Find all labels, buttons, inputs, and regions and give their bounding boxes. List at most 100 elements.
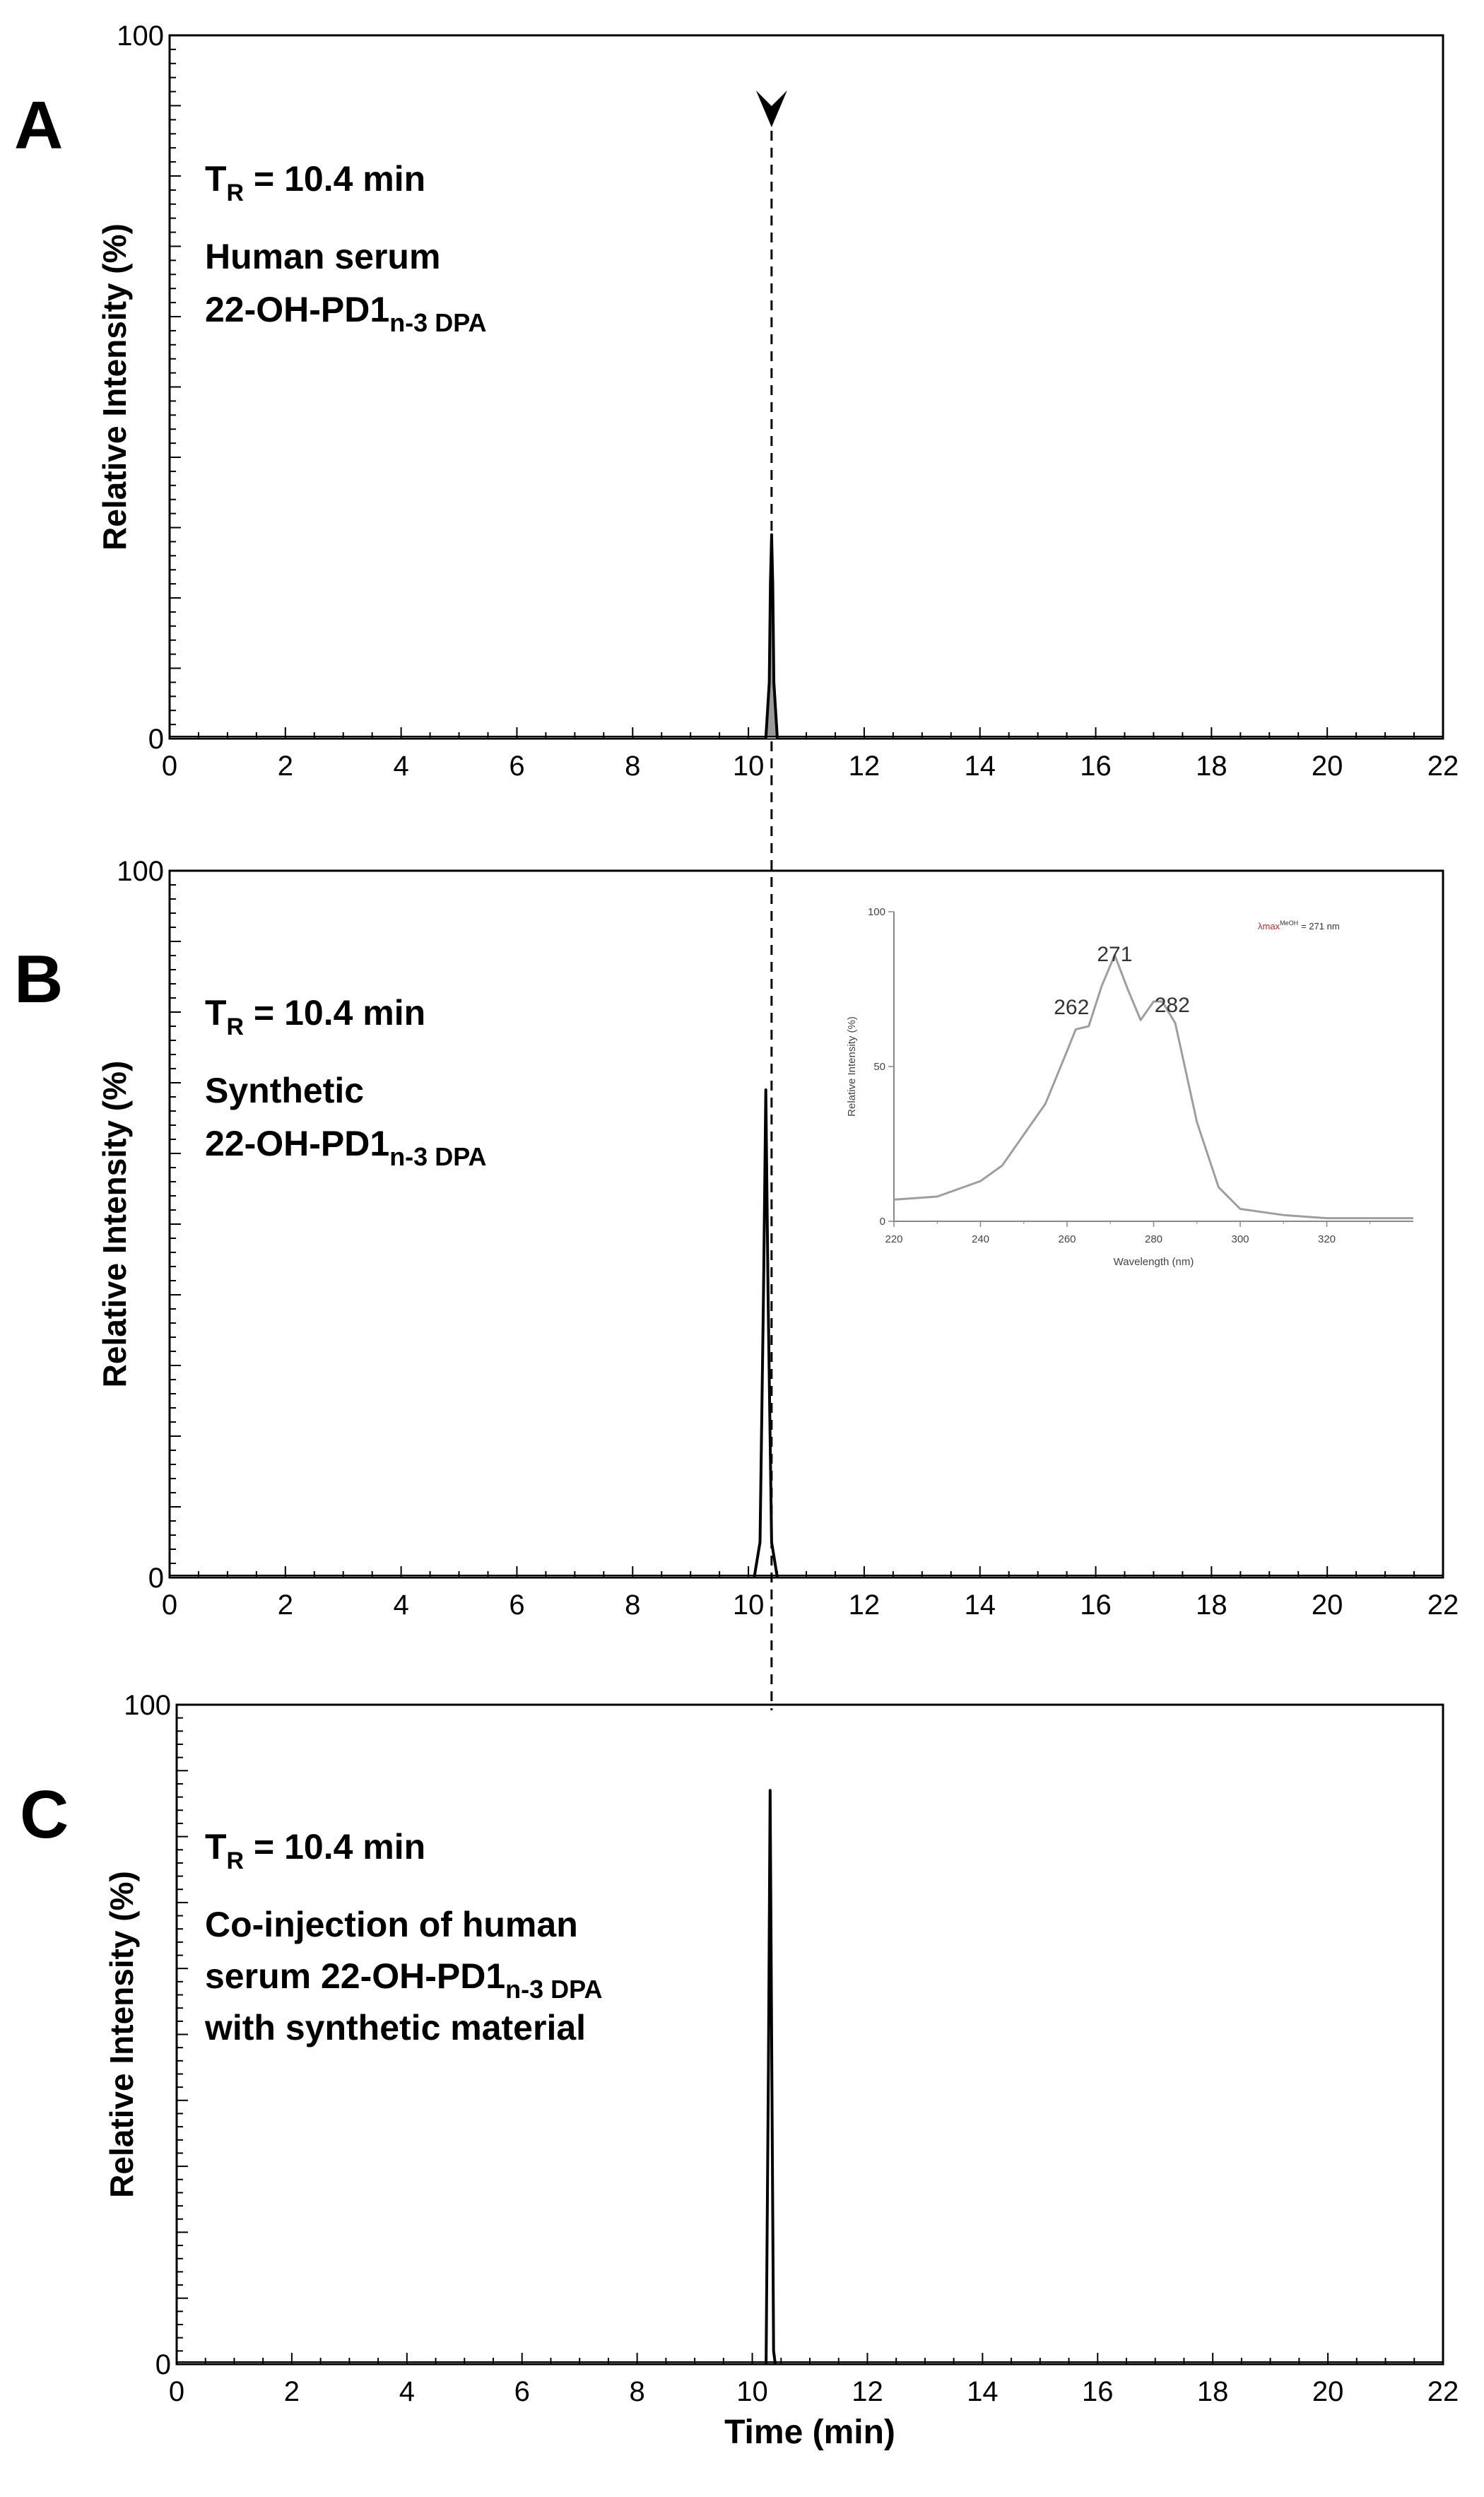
x-tick-label: 12 — [849, 751, 881, 782]
retention-time-label: TR = 10.4 min — [205, 1827, 425, 1874]
sample-subscript: n-3 DPA — [389, 308, 486, 337]
lambda-max-solvent: MeOH — [1280, 920, 1298, 927]
x-tick-label: 8 — [630, 2376, 645, 2407]
sample-description-line: 22-OH-PD1n-3 DPA — [205, 1124, 487, 1171]
uv-peak-label: 271 — [1097, 943, 1132, 966]
x-tick-label: 12 — [849, 1590, 881, 1621]
retention-time-value: = 10.4 min — [244, 993, 425, 1033]
x-tick-label: 16 — [1080, 751, 1112, 782]
chromatogram-peak — [765, 1789, 777, 2365]
y-tick-label: 100 — [117, 20, 164, 52]
sample-text: 22-OH-PD1 — [205, 1124, 389, 1163]
sample-subscript: n-3 DPA — [389, 1142, 486, 1171]
x-tick-label: 10 — [733, 751, 765, 782]
panel-letter: B — [14, 941, 63, 1017]
y-axis-label: Relative Intensity (%) — [103, 1871, 140, 2198]
uv-spectrum-curve — [893, 953, 1413, 1220]
x-tick-label: 18 — [1196, 1590, 1227, 1621]
y-tick-label: 100 — [124, 1690, 171, 1721]
chromatogram-peak — [764, 533, 779, 739]
retention-time-label: TR = 10.4 min — [205, 159, 425, 206]
inset-x-tick-label: 220 — [885, 1233, 902, 1245]
retention-time-subscript: R — [227, 1014, 245, 1040]
x-tick-label: 10 — [736, 2376, 768, 2407]
sample-subscript: n-3 DPA — [505, 1975, 602, 2004]
sample-text: Synthetic — [205, 1071, 364, 1110]
x-tick-label: 14 — [967, 2376, 999, 2407]
sample-description-line: Co-injection of human — [205, 1905, 578, 1944]
sample-text: with synthetic material — [204, 2008, 586, 2047]
sample-text: serum 22-OH-PD1 — [205, 1956, 505, 1996]
x-tick-label: 22 — [1427, 2376, 1459, 2407]
y-tick-label: 0 — [148, 1563, 164, 1594]
x-tick-label: 8 — [625, 751, 640, 782]
y-axis-label: Relative Intensity (%) — [96, 223, 133, 551]
y-tick-label: 0 — [155, 2349, 171, 2380]
x-tick-label: 18 — [1197, 2376, 1229, 2407]
sample-description-line: with synthetic material — [204, 2008, 586, 2047]
x-tick-label: 2 — [278, 1590, 293, 1621]
inset-y-tick-label: 100 — [868, 906, 885, 918]
lambda-max-value: = 271 nm — [1301, 921, 1340, 932]
x-tick-label: 16 — [1082, 2376, 1114, 2407]
chromatogram-peak — [753, 1088, 779, 1578]
plot-frame — [168, 34, 1444, 740]
x-tick-label: 4 — [394, 1590, 409, 1621]
y-tick-label: 100 — [117, 856, 164, 887]
sample-text: Co-injection of human — [205, 1905, 578, 1944]
x-tick-label: 20 — [1312, 2376, 1344, 2407]
x-tick-label: 20 — [1312, 1590, 1343, 1621]
x-axis-label: Time (min) — [724, 2414, 895, 2451]
retention-time-symbol: T — [205, 993, 227, 1033]
retention-time-value: = 10.4 min — [244, 1827, 425, 1867]
x-tick-label: 0 — [169, 2376, 184, 2407]
retention-time-subscript: R — [227, 1847, 245, 1874]
retention-time-symbol: T — [205, 159, 227, 199]
inset-x-tick-label: 280 — [1145, 1233, 1162, 1245]
retention-time-label: TR = 10.4 min — [205, 993, 425, 1040]
panel-letter: A — [14, 88, 63, 163]
x-tick-label: 4 — [399, 2376, 415, 2407]
inset-x-tick-label: 260 — [1058, 1233, 1076, 1245]
sample-description-line: Human serum — [205, 237, 440, 276]
uv-spectrum-inset: 220 240 260 280 300 320 0 50 100 Wavelength (nm) R… — [846, 898, 1431, 1279]
sample-description-line: 22-OH-PD1n-3 DPA — [205, 290, 487, 337]
inset-y-tick-label: 50 — [873, 1061, 885, 1073]
sample-description-line: serum 22-OH-PD1n-3 DPA — [205, 1956, 603, 2004]
y-axis-label: Relative Intensity (%) — [96, 1061, 133, 1388]
inset-y-axis-label: Relative Intensity (%) — [846, 1016, 858, 1117]
sample-text: Human serum — [205, 237, 440, 276]
x-tick-label: 16 — [1080, 1590, 1112, 1621]
y-tick-label: 0 — [148, 724, 164, 755]
x-tick-label: 10 — [733, 1590, 765, 1621]
inset-x-tick-label: 320 — [1318, 1233, 1336, 1245]
uv-peak-label: 262 — [1054, 996, 1089, 1019]
x-tick-label: 0 — [162, 1590, 177, 1621]
retention-time-symbol: T — [205, 1827, 227, 1867]
x-tick-label: 18 — [1196, 751, 1227, 782]
lambda-max-label: λmaxMeOH = 271 nm — [1258, 920, 1340, 932]
x-tick-label: 14 — [964, 1590, 996, 1621]
sample-description-line: Synthetic — [205, 1071, 364, 1110]
x-tick-label: 6 — [514, 2376, 530, 2407]
x-tick-label: 6 — [509, 751, 524, 782]
inset-background — [859, 898, 1431, 1279]
x-tick-label: 4 — [394, 751, 409, 782]
lambda-max-symbol: λmax — [1258, 921, 1280, 932]
inset-x-tick-label: 300 — [1231, 1233, 1249, 1245]
retention-time-subscript: R — [227, 180, 245, 206]
x-tick-label: 22 — [1427, 1590, 1459, 1621]
panel-c: 0 2 4 6 8 10 12 14 16 18 20 22 0 100 Relative Intensit… — [20, 1690, 1459, 2451]
x-tick-label: 2 — [284, 2376, 300, 2407]
x-tick-label: 14 — [964, 751, 996, 782]
panel-letter: C — [20, 1777, 69, 1852]
x-tick-label: 20 — [1312, 751, 1343, 782]
uv-peak-label: 282 — [1155, 994, 1190, 1017]
inset-x-tick-label: 240 — [972, 1233, 989, 1245]
retention-time-value: = 10.4 min — [244, 159, 425, 199]
peak-arrowhead-marker — [755, 90, 787, 127]
inset-y-tick-label: 0 — [880, 1216, 885, 1228]
panel-a: 0 2 4 6 8 10 12 14 16 18 20 22 0 100 Relative Intensit… — [14, 20, 1459, 782]
